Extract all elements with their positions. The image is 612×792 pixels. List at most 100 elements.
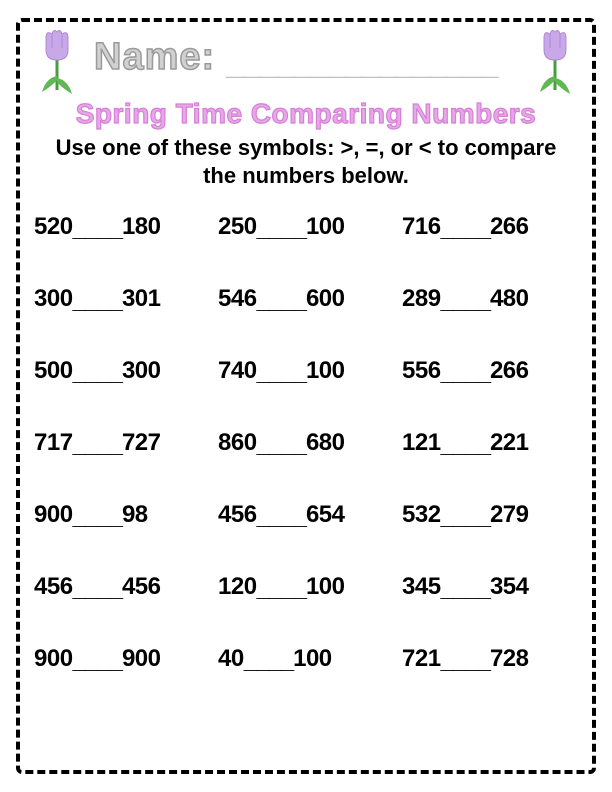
problem-row: 900 ____ 98 456 ____ 654 532 ____ 279	[34, 501, 578, 529]
problem-row: 717 ____ 727 860 ____ 680 121 ____ 221	[34, 429, 578, 457]
answer-blank[interactable]: ____	[73, 287, 122, 315]
tulip-icon	[34, 28, 80, 102]
number-b: 100	[306, 573, 345, 600]
number-a: 120	[218, 573, 257, 600]
problem-cell: 250 ____ 100	[218, 213, 394, 241]
number-a: 300	[34, 285, 73, 312]
problem-cell: 900 ____ 98	[34, 501, 210, 529]
answer-blank[interactable]: ____	[73, 503, 122, 531]
answer-blank[interactable]: ____	[441, 359, 490, 387]
problem-cell: 520 ____ 180	[34, 213, 210, 241]
problem-cell: 556 ____ 266	[402, 357, 578, 385]
number-a: 456	[34, 573, 73, 600]
answer-blank[interactable]: ____	[441, 647, 490, 675]
number-a: 740	[218, 357, 257, 384]
number-b: 480	[490, 285, 529, 312]
problem-cell: 500 ____ 300	[34, 357, 210, 385]
number-b: 100	[293, 645, 332, 672]
problem-cell: 740 ____ 100	[218, 357, 394, 385]
number-b: 279	[490, 501, 529, 528]
answer-blank[interactable]: ____	[257, 359, 306, 387]
problem-row: 300 ____ 301 546 ____ 600 289 ____ 480	[34, 285, 578, 313]
problem-cell: 120 ____ 100	[218, 573, 394, 601]
header-row: Name: ________________	[20, 22, 592, 98]
answer-blank[interactable]: ____	[257, 503, 306, 531]
answer-blank[interactable]: ____	[257, 431, 306, 459]
number-b: 654	[306, 501, 345, 528]
number-a: 860	[218, 429, 257, 456]
number-a: 500	[34, 357, 73, 384]
number-a: 40	[218, 645, 244, 672]
number-b: 728	[490, 645, 529, 672]
number-a: 520	[34, 213, 73, 240]
problem-row: 520 ____ 180 250 ____ 100 716 ____ 266	[34, 213, 578, 241]
number-b: 300	[122, 357, 161, 384]
number-b: 266	[490, 357, 529, 384]
problem-row: 456 ____ 456 120 ____ 100 345 ____ 354	[34, 573, 578, 601]
problem-cell: 716 ____ 266	[402, 213, 578, 241]
problem-cell: 40 ____ 100	[218, 645, 394, 673]
problem-cell: 532 ____ 279	[402, 501, 578, 529]
number-a: 250	[218, 213, 257, 240]
problem-cell: 121 ____ 221	[402, 429, 578, 457]
number-a: 532	[402, 501, 441, 528]
answer-blank[interactable]: ____	[244, 647, 293, 675]
number-b: 221	[490, 429, 529, 456]
number-b: 301	[122, 285, 161, 312]
number-a: 289	[402, 285, 441, 312]
answer-blank[interactable]: ____	[73, 215, 122, 243]
number-a: 900	[34, 501, 73, 528]
answer-blank[interactable]: ____	[73, 359, 122, 387]
problem-cell: 717 ____ 727	[34, 429, 210, 457]
problem-cell: 860 ____ 680	[218, 429, 394, 457]
answer-blank[interactable]: ____	[441, 431, 490, 459]
number-b: 680	[306, 429, 345, 456]
number-b: 900	[122, 645, 161, 672]
problem-row: 500 ____ 300 740 ____ 100 556 ____ 266	[34, 357, 578, 385]
name-input-line[interactable]: ________________	[226, 44, 497, 83]
number-b: 266	[490, 213, 529, 240]
number-a: 345	[402, 573, 441, 600]
answer-blank[interactable]: ____	[257, 215, 306, 243]
number-b: 354	[490, 573, 529, 600]
answer-blank[interactable]: ____	[73, 431, 122, 459]
number-a: 456	[218, 501, 257, 528]
name-label: Name:	[94, 36, 215, 79]
number-b: 727	[122, 429, 161, 456]
problem-cell: 721 ____ 728	[402, 645, 578, 673]
problem-cell: 289 ____ 480	[402, 285, 578, 313]
tulip-icon	[532, 28, 578, 102]
answer-blank[interactable]: ____	[257, 575, 306, 603]
problem-cell: 456 ____ 654	[218, 501, 394, 529]
answer-blank[interactable]: ____	[441, 503, 490, 531]
problem-row: 900 ____ 900 40 ____ 100 721 ____ 728	[34, 645, 578, 673]
number-b: 100	[306, 213, 345, 240]
number-a: 716	[402, 213, 441, 240]
worksheet-title: Spring Time Comparing Numbers	[20, 98, 592, 130]
answer-blank[interactable]: ____	[441, 575, 490, 603]
number-b: 180	[122, 213, 161, 240]
number-a: 546	[218, 285, 257, 312]
problem-cell: 546 ____ 600	[218, 285, 394, 313]
answer-blank[interactable]: ____	[441, 287, 490, 315]
number-a: 900	[34, 645, 73, 672]
problem-cell: 345 ____ 354	[402, 573, 578, 601]
problem-cell: 900 ____ 900	[34, 645, 210, 673]
answer-blank[interactable]: ____	[73, 575, 122, 603]
problem-cell: 456 ____ 456	[34, 573, 210, 601]
number-b: 100	[306, 357, 345, 384]
problem-cell: 300 ____ 301	[34, 285, 210, 313]
answer-blank[interactable]: ____	[257, 287, 306, 315]
problems-grid: 520 ____ 180 250 ____ 100 716 ____ 266 300 …	[20, 213, 592, 673]
answer-blank[interactable]: ____	[441, 215, 490, 243]
number-a: 717	[34, 429, 73, 456]
number-b: 456	[122, 573, 161, 600]
instructions-text: Use one of these symbols: >, =, or < to …	[20, 134, 592, 189]
number-b: 98	[122, 501, 148, 528]
number-b: 600	[306, 285, 345, 312]
number-a: 121	[402, 429, 441, 456]
number-a: 721	[402, 645, 441, 672]
worksheet-page: Name: ________________ Spring Time Compa…	[16, 18, 596, 774]
answer-blank[interactable]: ____	[73, 647, 122, 675]
number-a: 556	[402, 357, 441, 384]
